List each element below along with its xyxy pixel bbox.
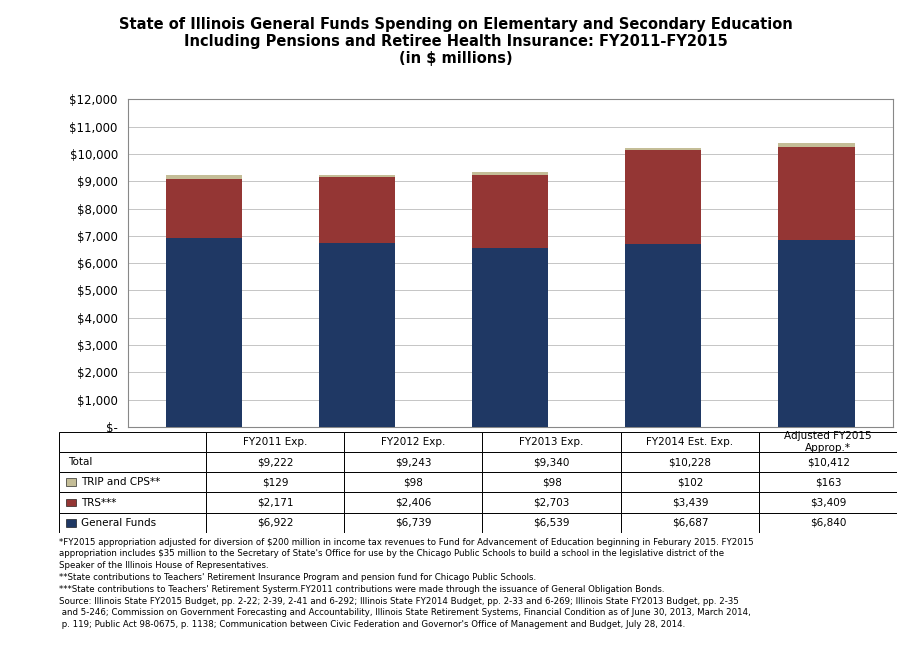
Bar xyxy=(483,512,620,533)
Text: $3,439: $3,439 xyxy=(671,498,708,508)
Bar xyxy=(319,243,395,427)
Bar xyxy=(59,452,206,472)
Bar xyxy=(759,493,897,512)
Bar xyxy=(778,147,855,240)
Text: Adjusted FY2015
Approp.*: Adjusted FY2015 Approp.* xyxy=(784,431,872,453)
Text: $6,687: $6,687 xyxy=(671,518,708,528)
Bar xyxy=(344,472,483,493)
Text: FY2011 Exp.: FY2011 Exp. xyxy=(243,437,307,447)
Bar xyxy=(319,177,395,243)
Bar xyxy=(483,452,620,472)
Bar xyxy=(472,175,548,248)
Bar xyxy=(759,432,897,452)
Bar xyxy=(206,512,344,533)
Text: $10,412: $10,412 xyxy=(806,457,850,467)
Text: State of Illinois General Funds Spending on Elementary and Secondary Education
I: State of Illinois General Funds Spending… xyxy=(118,17,793,66)
Bar xyxy=(344,452,483,472)
Bar xyxy=(483,432,620,452)
Bar xyxy=(206,493,344,512)
Bar xyxy=(66,479,76,486)
Bar xyxy=(344,512,483,533)
Text: $102: $102 xyxy=(677,477,703,487)
Bar xyxy=(59,472,206,493)
Bar xyxy=(59,512,206,533)
Text: $2,171: $2,171 xyxy=(257,498,293,508)
Bar xyxy=(620,512,759,533)
Bar xyxy=(206,432,344,452)
Bar xyxy=(166,175,242,179)
Text: General Funds: General Funds xyxy=(81,518,156,528)
Bar xyxy=(625,148,701,150)
Text: $6,539: $6,539 xyxy=(533,518,570,528)
Bar xyxy=(620,432,759,452)
Bar xyxy=(59,493,206,512)
Text: $6,922: $6,922 xyxy=(257,518,293,528)
Text: $9,222: $9,222 xyxy=(257,457,293,467)
Text: FY2013 Exp.: FY2013 Exp. xyxy=(519,437,584,447)
Text: $98: $98 xyxy=(404,477,424,487)
Bar xyxy=(778,143,855,147)
Text: *FY2015 appropriation adjusted for diversion of $200 million in income tax reven: *FY2015 appropriation adjusted for diver… xyxy=(59,538,754,629)
Text: $9,243: $9,243 xyxy=(395,457,432,467)
Text: $9,340: $9,340 xyxy=(534,457,569,467)
Bar xyxy=(620,452,759,472)
Text: $129: $129 xyxy=(261,477,288,487)
Bar xyxy=(620,472,759,493)
Text: $3,409: $3,409 xyxy=(810,498,846,508)
Bar xyxy=(344,432,483,452)
Bar xyxy=(472,248,548,427)
Bar xyxy=(166,238,242,427)
Text: FY2012 Exp.: FY2012 Exp. xyxy=(381,437,445,447)
Bar xyxy=(472,172,548,175)
Text: $2,703: $2,703 xyxy=(534,498,569,508)
Bar xyxy=(625,244,701,427)
Bar xyxy=(66,519,76,527)
Bar xyxy=(319,175,395,177)
Bar xyxy=(206,472,344,493)
Text: TRS***: TRS*** xyxy=(81,498,117,508)
Text: $2,406: $2,406 xyxy=(395,498,432,508)
Bar xyxy=(206,452,344,472)
Text: $6,739: $6,739 xyxy=(395,518,432,528)
Bar xyxy=(759,472,897,493)
Bar xyxy=(59,432,206,452)
Text: $10,228: $10,228 xyxy=(669,457,711,467)
Bar xyxy=(620,493,759,512)
Bar xyxy=(344,493,483,512)
Bar xyxy=(483,472,620,493)
Bar xyxy=(66,498,76,506)
Text: $6,840: $6,840 xyxy=(810,518,846,528)
Bar xyxy=(166,179,242,238)
Text: TRIP and CPS**: TRIP and CPS** xyxy=(81,477,160,487)
Bar xyxy=(625,150,701,244)
Bar xyxy=(759,452,897,472)
Text: $163: $163 xyxy=(815,477,842,487)
Text: $98: $98 xyxy=(542,477,561,487)
Text: FY2014 Est. Exp.: FY2014 Est. Exp. xyxy=(646,437,733,447)
Bar xyxy=(778,240,855,427)
Bar xyxy=(759,512,897,533)
Bar xyxy=(483,493,620,512)
Text: Total: Total xyxy=(67,457,92,467)
